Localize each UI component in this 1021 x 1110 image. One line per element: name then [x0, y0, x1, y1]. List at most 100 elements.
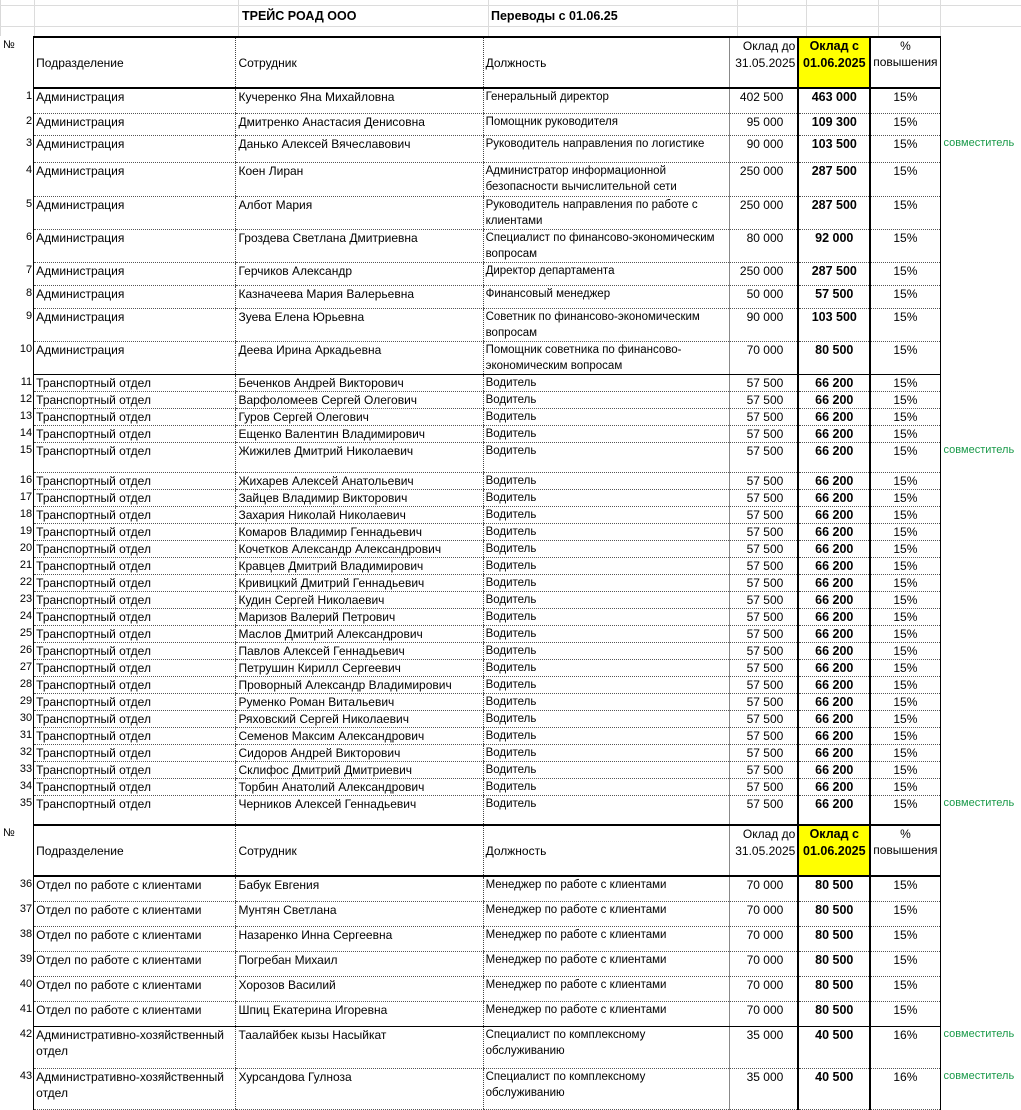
- row-number[interactable]: 24: [19, 610, 33, 622]
- row-number[interactable]: 12: [19, 393, 33, 405]
- department-cell[interactable]: Отдел по работе с клиентами: [33, 1001, 236, 1027]
- note-cell[interactable]: [940, 926, 1021, 951]
- old-salary-cell[interactable]: 70 000: [728, 901, 799, 927]
- note-cell[interactable]: [940, 1001, 1021, 1026]
- note-cell[interactable]: [940, 976, 1021, 1001]
- department-cell[interactable]: Отдел по работе с клиентами: [33, 926, 236, 952]
- row-number[interactable]: 27: [19, 661, 33, 673]
- percent-cell[interactable]: 15%: [870, 262, 941, 286]
- new-salary-cell[interactable]: 66 200: [797, 795, 872, 826]
- old-salary-cell[interactable]: 57 500: [728, 489, 799, 507]
- employee-cell[interactable]: Проворный Александр Владимирович: [235, 676, 484, 694]
- department-cell[interactable]: Транспортный отдел: [33, 608, 236, 626]
- row-number[interactable]: 40: [19, 978, 33, 990]
- note-cell[interactable]: [940, 608, 1021, 625]
- new-salary-cell[interactable]: 66 200: [797, 659, 872, 677]
- old-salary-cell[interactable]: 57 500: [728, 676, 799, 694]
- position-cell[interactable]: Директор департамента: [482, 262, 730, 286]
- department-cell[interactable]: Транспортный отдел: [33, 591, 236, 609]
- new-salary-cell[interactable]: 66 200: [797, 761, 872, 779]
- note-cell[interactable]: совместитель: [943, 444, 1015, 456]
- position-cell[interactable]: Водитель: [482, 506, 730, 524]
- department-cell[interactable]: Отдел по работе с клиентами: [33, 951, 236, 977]
- old-salary-cell[interactable]: 35 000: [728, 1068, 799, 1110]
- percent-cell[interactable]: 15%: [870, 901, 941, 927]
- old-salary-cell[interactable]: 250 000: [728, 196, 799, 230]
- new-salary-cell[interactable]: 66 200: [797, 693, 872, 711]
- position-cell[interactable]: Специалист по финансово-экономическим во…: [482, 229, 730, 263]
- old-salary-cell[interactable]: 95 000: [728, 113, 799, 136]
- position-cell[interactable]: Водитель: [482, 608, 730, 626]
- department-cell[interactable]: Администрация: [33, 88, 236, 114]
- note-cell[interactable]: [940, 778, 1021, 795]
- employee-cell[interactable]: Албот Мария: [235, 196, 484, 230]
- employee-cell[interactable]: Герчиков Александр: [235, 262, 484, 286]
- note-cell[interactable]: [940, 489, 1021, 506]
- employee-cell[interactable]: Кравцев Дмитрий Владимирович: [235, 557, 484, 575]
- position-cell[interactable]: Водитель: [482, 557, 730, 575]
- old-salary-cell[interactable]: 57 500: [728, 625, 799, 643]
- employee-cell[interactable]: Черников Алексей Геннадьевич: [235, 795, 484, 826]
- old-salary-cell[interactable]: 70 000: [728, 926, 799, 952]
- employee-cell[interactable]: Зайцев Владимир Викторович: [235, 489, 484, 507]
- percent-cell[interactable]: 15%: [870, 162, 941, 197]
- note-cell[interactable]: [940, 574, 1021, 591]
- employee-cell[interactable]: Назаренко Инна Сергеевна: [235, 926, 484, 952]
- position-cell[interactable]: Менеджер по работе с клиентами: [482, 901, 730, 927]
- new-salary-cell[interactable]: 66 200: [797, 727, 872, 745]
- department-cell[interactable]: Отдел по работе с клиентами: [33, 876, 236, 902]
- employee-cell[interactable]: Погребан Михаил: [235, 951, 484, 977]
- position-cell[interactable]: Водитель: [482, 659, 730, 677]
- percent-cell[interactable]: 15%: [870, 876, 941, 902]
- new-salary-cell[interactable]: 66 200: [797, 408, 872, 426]
- employee-cell[interactable]: Семенов Максим Александрович: [235, 727, 484, 745]
- department-cell[interactable]: Транспортный отдел: [33, 374, 236, 392]
- employee-cell[interactable]: Гроздева Светлана Дмитриевна: [235, 229, 484, 263]
- note-cell[interactable]: [940, 229, 1021, 262]
- old-salary-cell[interactable]: 70 000: [728, 951, 799, 977]
- note-cell[interactable]: [940, 341, 1021, 374]
- employee-cell[interactable]: Дмитренко Анастасия Денисовна: [235, 113, 484, 136]
- old-salary-cell[interactable]: 250 000: [728, 162, 799, 197]
- note-cell[interactable]: [940, 876, 1021, 901]
- department-cell[interactable]: Отдел по работе с клиентами: [33, 901, 236, 927]
- new-salary-cell[interactable]: 66 200: [797, 425, 872, 443]
- percent-cell[interactable]: 15%: [870, 391, 941, 409]
- column-header-new-salary[interactable]: Оклад с 01.06.2025: [797, 36, 872, 89]
- department-cell[interactable]: Администрация: [33, 229, 236, 263]
- department-cell[interactable]: Транспортный отдел: [33, 506, 236, 524]
- new-salary-cell[interactable]: 66 200: [797, 540, 872, 558]
- row-number[interactable]: 38: [19, 928, 33, 940]
- position-cell[interactable]: Водитель: [482, 472, 730, 490]
- note-cell[interactable]: [940, 425, 1021, 442]
- row-number[interactable]: 13: [19, 410, 33, 422]
- note-cell[interactable]: [940, 625, 1021, 642]
- employee-cell[interactable]: Жихарев Алексей Анатольевич: [235, 472, 484, 490]
- position-cell[interactable]: Водитель: [482, 374, 730, 392]
- department-cell[interactable]: Администрация: [33, 196, 236, 230]
- employee-cell[interactable]: Павлов Алексей Геннадьевич: [235, 642, 484, 660]
- row-number[interactable]: 16: [19, 474, 33, 486]
- row-number[interactable]: 15: [19, 444, 33, 456]
- column-header-department[interactable]: Подразделение: [33, 36, 236, 89]
- department-cell[interactable]: Администрация: [33, 262, 236, 286]
- old-salary-cell[interactable]: 57 500: [728, 472, 799, 490]
- new-salary-cell[interactable]: 80 500: [797, 951, 872, 977]
- old-salary-cell[interactable]: 57 500: [728, 693, 799, 711]
- position-cell[interactable]: Менеджер по работе с клиентами: [482, 976, 730, 1002]
- employee-cell[interactable]: Деева Ирина Аркадьевна: [235, 341, 484, 375]
- position-cell[interactable]: Водитель: [482, 693, 730, 711]
- employee-cell[interactable]: Беченков Андрей Викторович: [235, 374, 484, 392]
- new-salary-cell[interactable]: 66 200: [797, 506, 872, 524]
- position-cell[interactable]: Менеджер по работе с клиентами: [482, 926, 730, 952]
- column-header-old-salary[interactable]: Оклад до 31.05.2025: [728, 824, 799, 877]
- department-cell[interactable]: Транспортный отдел: [33, 761, 236, 779]
- percent-cell[interactable]: 15%: [870, 341, 941, 375]
- department-cell[interactable]: Транспортный отдел: [33, 425, 236, 443]
- percent-cell[interactable]: 15%: [870, 285, 941, 309]
- percent-cell[interactable]: 15%: [870, 425, 941, 443]
- row-number[interactable]: 39: [19, 953, 33, 965]
- percent-cell[interactable]: 16%: [870, 1026, 941, 1069]
- column-header-percent[interactable]: % повышения: [870, 36, 941, 89]
- empty-cell[interactable]: [940, 825, 1021, 876]
